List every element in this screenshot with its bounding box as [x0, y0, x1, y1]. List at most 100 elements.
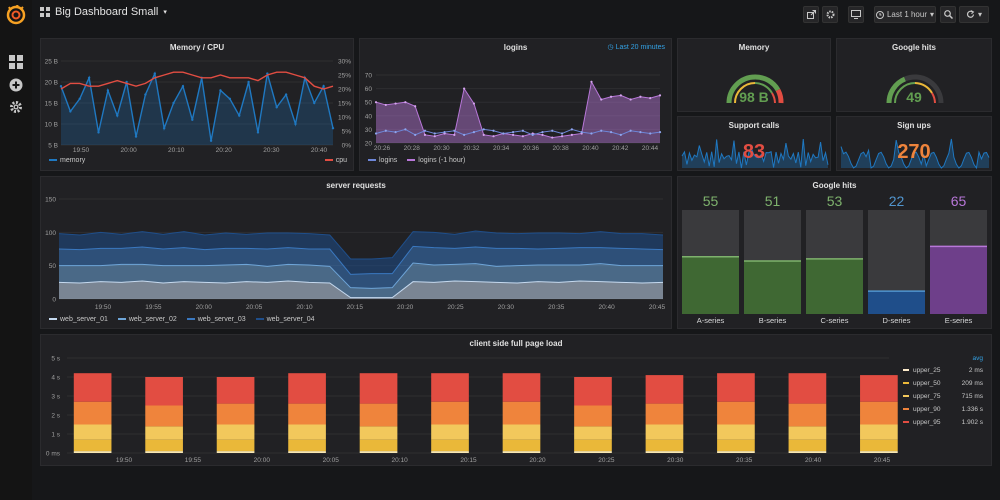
- legend-row-upper_75[interactable]: upper_75 715 ms: [903, 393, 983, 400]
- legend-item-logins-prev[interactable]: logins (-1 hour): [407, 157, 465, 164]
- bar-category-label: A-series: [697, 316, 725, 325]
- refresh-button[interactable]: ▾: [959, 6, 989, 23]
- legend-item-memory[interactable]: memory: [49, 157, 85, 164]
- logins-prev-point: [404, 101, 407, 104]
- dashboard-picker[interactable]: Big Dashboard Small ▾: [40, 6, 167, 18]
- x-tick-label: 19:50: [73, 147, 90, 154]
- top-navbar: Big Dashboard Small ▾ Last 1 hour ▾ ▾: [32, 0, 1000, 30]
- create-plus-icon[interactable]: [9, 78, 23, 92]
- x-tick-label: 20:26: [374, 145, 391, 152]
- bar-upper_90: [288, 403, 326, 425]
- bar-upper_75: [788, 426, 827, 440]
- legend-item-web-server-03[interactable]: web_server_03: [186, 316, 246, 323]
- bar-upper_25: [788, 451, 827, 453]
- legend-row-upper_25[interactable]: upper_25 2 ms: [903, 367, 983, 374]
- x-tick-label: 20:40: [598, 304, 615, 311]
- memory-point: [162, 127, 166, 130]
- x-tick-label: 20:15: [347, 304, 364, 311]
- legend-avg-value: 1.902 s: [961, 419, 983, 426]
- tv-mode-button[interactable]: [848, 6, 864, 23]
- bar-upper_50: [359, 439, 398, 452]
- settings-button[interactable]: [822, 6, 838, 23]
- logins-point: [463, 133, 466, 136]
- panel-sign-ups[interactable]: Sign ups 270: [836, 116, 992, 171]
- legend-item-web-server-04[interactable]: web_server_04: [255, 316, 315, 323]
- panel-server-requests[interactable]: server requests 150 100 50 0 19:50 19:55 20:00…: [40, 176, 672, 329]
- legend: memory: [49, 157, 85, 164]
- x-tick-label: 20:45: [649, 304, 666, 311]
- logins-prev-point: [629, 98, 632, 101]
- logins-prev-point: [649, 97, 652, 100]
- sparkline-line: [840, 138, 990, 170]
- bar-upper_90: [145, 405, 183, 427]
- legend-item-cpu[interactable]: cpu: [324, 157, 347, 164]
- series-web_server_03-area: [59, 246, 663, 289]
- y-tick-label: 50: [365, 100, 373, 107]
- legend: logins logins (-1 hour): [368, 157, 465, 164]
- legend-item-web-server-02[interactable]: web_server_02: [117, 316, 177, 323]
- x-tick-label: 20:20: [397, 304, 414, 311]
- y-tick-label: 0%: [342, 143, 352, 150]
- memory-point: [97, 131, 100, 134]
- panel-page-load[interactable]: client side full page load 5 s 4 s 3 s 2 s 1…: [40, 334, 992, 466]
- bar-upper_50: [717, 439, 755, 452]
- bar-upper_25: [359, 451, 398, 453]
- logins-point: [639, 131, 642, 134]
- bar-category-label: E-series: [945, 316, 973, 325]
- legend-row-upper_50[interactable]: upper_50 209 ms: [903, 380, 983, 387]
- panel-title: logins: [503, 43, 528, 52]
- memory-point: [78, 97, 81, 100]
- dashboards-icon[interactable]: [9, 55, 23, 69]
- time-picker-button[interactable]: Last 1 hour ▾: [874, 6, 936, 23]
- panel-support-calls[interactable]: Support calls 83: [677, 116, 831, 171]
- logins-point: [482, 128, 485, 131]
- bar-upper_90: [216, 403, 255, 425]
- grafana-logo-icon[interactable]: [6, 5, 26, 25]
- bar-upper_95: [216, 377, 255, 404]
- bar-upper_25: [502, 451, 541, 453]
- logins-point: [492, 129, 495, 132]
- panel-title: Sign ups: [897, 121, 931, 130]
- legend-item-web-server-01[interactable]: web_server_01: [49, 316, 108, 323]
- settings-gear-icon[interactable]: [9, 100, 23, 114]
- y-tick-label: 70: [365, 73, 373, 80]
- stat-value: 49: [906, 89, 922, 105]
- logins-prev-point: [541, 133, 544, 136]
- logins-prev-point: [521, 135, 524, 138]
- legend-item-logins[interactable]: logins: [368, 157, 397, 164]
- bar-A-series: [682, 256, 739, 314]
- bar-upper_75: [860, 424, 898, 440]
- bar-upper_95: [73, 373, 112, 402]
- share-button[interactable]: [803, 6, 819, 23]
- panel-memory-cpu[interactable]: Memory / CPU 25 B 20 B 15 B 10 B 5 B 30% 25% 20…: [40, 38, 354, 171]
- x-tick-label: 20:36: [523, 145, 540, 152]
- legend-row-upper_90[interactable]: upper_90 1.336 s: [903, 406, 983, 413]
- bar-upper_25: [860, 451, 898, 453]
- logins-point: [384, 129, 387, 132]
- logins-prev-point: [658, 94, 662, 97]
- panel-logins[interactable]: logins ◷ Last 20 minutes 70 60 50 40 30 20 20:…: [359, 38, 672, 171]
- x-tick-label: 19:55: [185, 457, 202, 464]
- legend-row-upper_95[interactable]: upper_95 1.902 s: [903, 419, 983, 426]
- bar-upper_25: [145, 451, 183, 453]
- logins-point: [541, 131, 544, 134]
- logins-prev-point: [423, 133, 427, 136]
- caret-down-icon: ▾: [930, 10, 935, 19]
- logins-point: [374, 132, 378, 135]
- panel-google-hits-gauge[interactable]: Google hits 49: [836, 38, 992, 112]
- memory-point: [69, 110, 72, 113]
- memory-point: [191, 118, 194, 122]
- x-tick-label: 20:42: [612, 145, 629, 152]
- panel-title: client side full page load: [469, 339, 563, 348]
- logins-point: [590, 132, 593, 135]
- memory-point: [275, 106, 278, 109]
- logins-prev-point: [374, 101, 378, 104]
- zoom-out-button[interactable]: [940, 6, 956, 23]
- panel-google-hits-bars[interactable]: Google hits 55 A-series 51 B-series 53 C-seri…: [677, 176, 992, 329]
- y-tick-label: 15%: [338, 101, 351, 108]
- memory-point: [181, 85, 185, 88]
- time-override-label: ◷ Last 20 minutes: [607, 44, 665, 51]
- panel-title: Support calls: [728, 121, 780, 130]
- panel-memory-gauge[interactable]: Memory 98 B: [677, 38, 831, 112]
- x-tick-label: 20:40: [582, 145, 599, 152]
